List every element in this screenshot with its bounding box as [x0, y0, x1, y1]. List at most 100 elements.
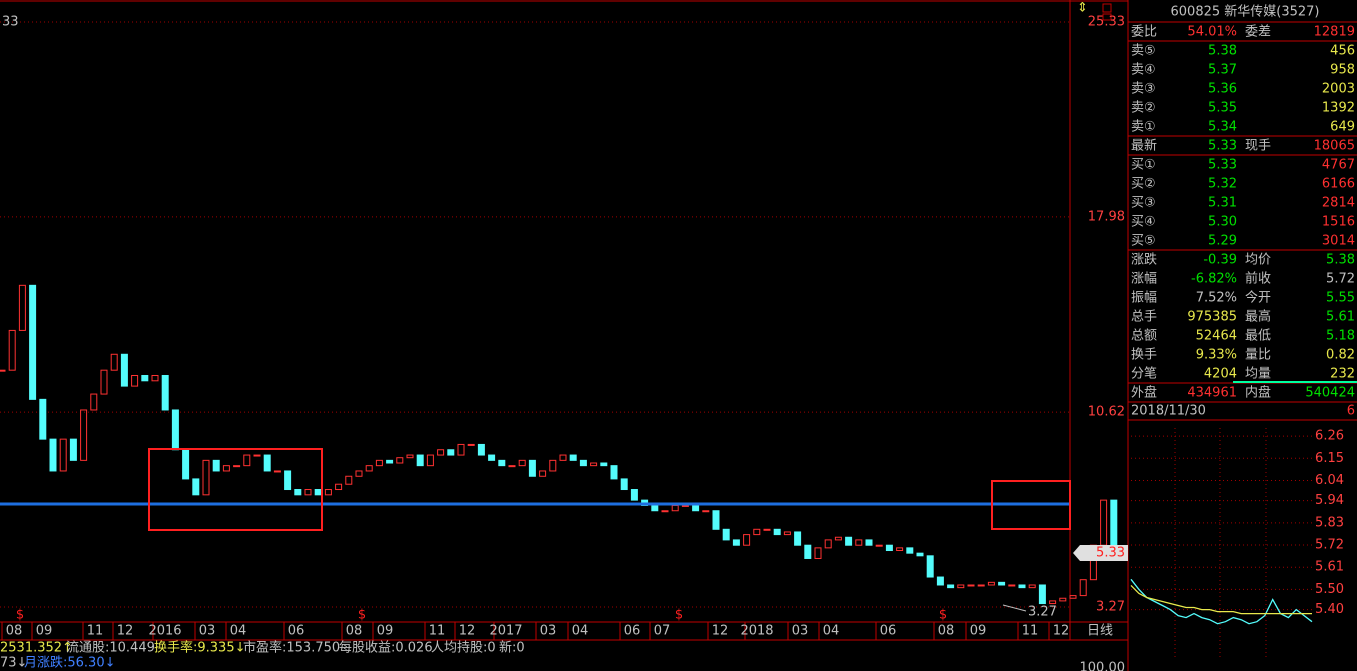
field-value: 540424: [1305, 386, 1355, 401]
x-tick-label: 11: [87, 624, 104, 639]
candle: [467, 443, 475, 446]
candle: [406, 454, 414, 459]
field-label: 换手: [1131, 348, 1157, 363]
book-price: 5.31: [1208, 196, 1237, 211]
book-volume: 649: [1330, 120, 1355, 135]
candle: [620, 478, 628, 491]
intraday-line: [1130, 578, 1313, 625]
x-tick-label: 2017: [489, 624, 522, 639]
candle: [722, 528, 730, 541]
field-label: 今开: [1245, 290, 1271, 306]
status-item: 流通股:10.449: [66, 641, 155, 656]
book-label: 买④: [1131, 215, 1156, 230]
candle: [1049, 600, 1057, 605]
candle: [600, 462, 608, 467]
x-tick-label: 09: [36, 624, 53, 639]
window-icon[interactable]: [1102, 13, 1112, 21]
x-tick-label: 12: [1053, 624, 1070, 639]
field-label: 最高: [1245, 309, 1271, 325]
book-label: 买①: [1131, 158, 1156, 173]
book-label: 卖①: [1131, 120, 1156, 135]
candle: [783, 531, 791, 536]
candle: [590, 462, 598, 467]
candle: [273, 470, 281, 473]
last-price-tag: [1073, 545, 1128, 561]
x-tick-label: 03: [199, 624, 216, 639]
candle: [0, 369, 6, 372]
candle: [702, 510, 710, 513]
candle: [426, 454, 434, 467]
candle: [865, 539, 873, 546]
corner-label: 33: [2, 15, 19, 30]
x-tick-label: 2018: [740, 624, 773, 639]
book-label: 买⑤: [1131, 234, 1156, 249]
candle: [763, 528, 771, 531]
book-price: 5.33: [1208, 158, 1237, 173]
candle: [171, 409, 179, 451]
field-label: 总额: [1131, 329, 1157, 344]
book-price: 5.35: [1208, 101, 1237, 116]
candle: [579, 459, 587, 467]
y-tick-label: 5.83: [1315, 515, 1344, 530]
candle: [120, 353, 128, 387]
book-price: 5.34: [1208, 120, 1237, 135]
low-label: 3.27: [1028, 605, 1057, 620]
candle: [967, 584, 975, 587]
field-value: 5.55: [1326, 291, 1355, 306]
candle: [834, 536, 842, 541]
candle: [365, 465, 373, 472]
field-label: 量比: [1245, 348, 1271, 363]
candle: [202, 459, 210, 496]
candle: [712, 510, 720, 530]
candle: [528, 459, 536, 477]
candle: [182, 449, 190, 480]
window-icon[interactable]: [1102, 3, 1112, 13]
candle: [386, 459, 394, 464]
status-item: 换手率:9.335↓: [154, 640, 246, 656]
x-tick-label: 2016: [148, 624, 181, 639]
candle: [947, 584, 955, 589]
book-label: 卖⑤: [1131, 44, 1156, 59]
candle: [906, 547, 914, 554]
candle: [957, 584, 965, 589]
candle: [314, 489, 322, 496]
candle: [539, 470, 547, 477]
field-label: 涨跌: [1131, 252, 1157, 268]
status-item: 月涨跌:56.30↓: [24, 655, 116, 671]
x-tick-label: 08: [6, 624, 23, 639]
status-item: 人均持股:0: [431, 641, 496, 656]
x-tick-label: 04: [572, 624, 589, 639]
y-tick-label: 3.27: [1096, 600, 1125, 615]
candle: [59, 438, 67, 472]
candle: [253, 454, 261, 457]
y-tick-label: 17.98: [1088, 209, 1125, 224]
candle: [743, 534, 751, 546]
candle: [773, 528, 781, 536]
book-volume: 4767: [1322, 158, 1355, 173]
field-label: 外盘: [1131, 385, 1157, 401]
x-tick-label: 12: [459, 624, 476, 639]
candle: [885, 544, 893, 552]
scale-icon[interactable]: ⇕: [1077, 1, 1088, 16]
book-volume: 958: [1330, 63, 1355, 78]
candle: [916, 552, 924, 557]
book-price: 5.30: [1208, 215, 1237, 230]
intraday-line: [1130, 584, 1312, 615]
candle: [845, 536, 853, 546]
candle: [110, 353, 118, 371]
candle: [100, 369, 108, 395]
x-tick-label: 04: [230, 624, 247, 639]
event-marker: $: [675, 608, 683, 623]
field-label: 最新: [1131, 138, 1157, 154]
candle: [131, 374, 139, 387]
x-tick-label: 04: [823, 624, 840, 639]
field-value: 5.61: [1326, 310, 1355, 325]
candle: [18, 284, 26, 331]
x-tick-label: 11: [429, 624, 446, 639]
candle: [8, 329, 16, 371]
candle: [1059, 597, 1067, 602]
field-value: 9.33%: [1196, 348, 1237, 363]
candle: [233, 465, 241, 468]
candle: [610, 465, 618, 480]
